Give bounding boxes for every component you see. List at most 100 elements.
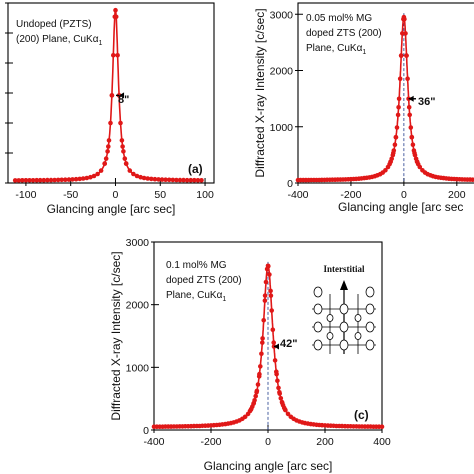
panel-a-data-point bbox=[105, 149, 110, 154]
inset-atom bbox=[365, 339, 375, 351]
panel-a-data-point bbox=[66, 177, 72, 182]
panel-b-series bbox=[295, 13, 474, 183]
panel-c-data-point bbox=[263, 279, 269, 285]
panel-b-annotation-line-2: doped ZTS (200) bbox=[306, 28, 382, 39]
panel-a-data-point bbox=[195, 178, 201, 183]
panel-b-data-point bbox=[409, 134, 415, 140]
panel-c-annotation-text: Plane, CuKα bbox=[166, 290, 223, 301]
panel-a-data-point bbox=[166, 177, 172, 183]
panel-c-data-point bbox=[285, 411, 291, 417]
panel-b-data-point bbox=[395, 112, 401, 118]
panel-c-x-tick-label: 400 bbox=[373, 436, 391, 448]
panel-a-series bbox=[12, 7, 204, 183]
panel-b-annotation-line-3: Plane, CuKα1 bbox=[306, 43, 366, 56]
panel-c-y-tick-label: 0 bbox=[143, 425, 149, 437]
interstitial-lattice-inset: Interstitial bbox=[312, 264, 376, 354]
panel-b-y-tick-label: 1000 bbox=[270, 122, 294, 134]
panel-a-data-point bbox=[102, 161, 107, 166]
panel-a-data-point bbox=[149, 176, 154, 182]
panel-a-data-point bbox=[192, 177, 197, 183]
panel-c-data-point bbox=[254, 388, 260, 394]
panel-a-data-point bbox=[134, 173, 140, 179]
panel-c-annotation-line-1: 0.1 mol% MG bbox=[166, 260, 227, 271]
panel-a-annotation-text: (200) Plane, CuKα bbox=[16, 34, 99, 45]
inset-atom bbox=[365, 321, 375, 333]
panel-c-data-point bbox=[379, 424, 385, 430]
panel-a-data-point bbox=[113, 14, 119, 20]
panel-a-data-point bbox=[184, 177, 190, 183]
inset-interstitial-atom bbox=[354, 314, 362, 322]
panel-c-data-point bbox=[261, 318, 267, 323]
panel-b-x-tick-label: 200 bbox=[448, 189, 466, 201]
inset-atom bbox=[313, 339, 323, 351]
panel-b-data-point bbox=[390, 152, 396, 158]
panel-c-data-point bbox=[262, 298, 268, 303]
panel-c-data-point bbox=[266, 263, 271, 269]
panel-c-fwhm-arrowhead bbox=[273, 343, 279, 350]
panel-a-fwhm-label: 8" bbox=[118, 94, 129, 106]
panel-a-data-point bbox=[118, 120, 123, 126]
panel-a-data-point bbox=[12, 178, 18, 183]
panel-b-x-axis-label: Glancing angle [arc sec bbox=[338, 200, 463, 214]
panel-a-data-point bbox=[159, 177, 165, 182]
inset-atom bbox=[313, 303, 323, 315]
panel-a-data-point bbox=[88, 174, 93, 180]
panel-b-y-tick-label: 3000 bbox=[270, 9, 294, 21]
panel-a-tag: (a) bbox=[188, 162, 203, 176]
inset-atom bbox=[339, 339, 349, 351]
inset-atom bbox=[313, 286, 323, 298]
panel-a-data-point bbox=[59, 177, 64, 183]
panel-a-data-point bbox=[119, 138, 125, 143]
panel-b-data-point bbox=[398, 53, 404, 58]
panel-a-data-point bbox=[138, 174, 143, 180]
panel-a-data-point bbox=[177, 177, 183, 183]
panel-c-y-tick-label: 2000 bbox=[126, 300, 150, 312]
panel-c-y-tick-label: 1000 bbox=[126, 362, 150, 374]
panel-c-data-point bbox=[260, 340, 265, 345]
inset-atom bbox=[339, 321, 349, 333]
inset-interstitial-atom bbox=[326, 314, 334, 322]
panel-b-fwhm-arrowhead bbox=[408, 95, 414, 102]
panel-b-annotation-text: Plane, CuKα bbox=[306, 43, 363, 54]
inset-interstitial-atom bbox=[354, 332, 362, 340]
panel-b-series-line bbox=[298, 15, 474, 181]
panel-c-x-axis-label: Glancing angle [arc sec] bbox=[204, 459, 333, 473]
panel-c-x-tick-label: -200 bbox=[200, 436, 221, 448]
panel-b-x-tick-label: 0 bbox=[401, 189, 407, 201]
panel-c-fwhm-label: 42" bbox=[280, 338, 297, 350]
panel-a-x-ticks: -100 -50 0 50 100 bbox=[15, 178, 214, 201]
panel-c-data-point bbox=[276, 385, 281, 391]
panel-b-data-point bbox=[405, 76, 410, 81]
panel-b-data-point bbox=[403, 31, 408, 36]
panel-a-data-point bbox=[131, 171, 136, 177]
panel-b-y-tick-label: 2000 bbox=[270, 66, 294, 78]
panel-c-data-point bbox=[256, 374, 262, 379]
panel-a-data-point bbox=[121, 149, 126, 154]
panel-a-data-point bbox=[34, 177, 39, 183]
panel-a-data-point bbox=[52, 177, 57, 183]
panel-a-annotation-line-1: Undoped (PZTS) bbox=[16, 19, 92, 30]
panel-a-data-point bbox=[98, 168, 104, 173]
panel-b-data-point bbox=[412, 152, 418, 158]
panel-a-x-tick-label: 100 bbox=[196, 189, 214, 201]
panel-b-annotation-subscript: 1 bbox=[362, 49, 366, 56]
panel-c-data-point bbox=[252, 398, 257, 403]
panel-a-data-point bbox=[163, 177, 168, 182]
panel-b-data-point bbox=[407, 112, 413, 118]
panel-a-data-point bbox=[63, 177, 68, 182]
panel-a-data-point bbox=[106, 138, 112, 143]
panel-b-data-point bbox=[389, 156, 395, 162]
panel-c-data-point bbox=[272, 358, 278, 363]
panel-c-data-point bbox=[251, 401, 256, 407]
panel-a-data-point bbox=[188, 177, 193, 183]
panel-c-data-point bbox=[270, 327, 276, 333]
panel-c-x-tick-label: 200 bbox=[316, 436, 334, 448]
panel-c-tag: (c) bbox=[354, 408, 369, 422]
panel-a-data-point bbox=[37, 177, 43, 183]
inset-atom bbox=[313, 321, 323, 333]
panel-b-data-point bbox=[397, 76, 403, 81]
panel-b-data-point bbox=[392, 142, 398, 147]
panel-c-data-point bbox=[262, 293, 268, 298]
